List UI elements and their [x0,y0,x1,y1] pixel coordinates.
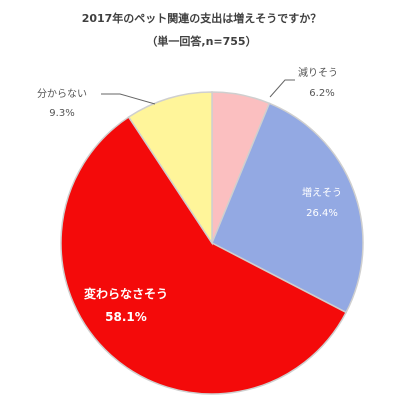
pie-slice-2 [211,102,364,314]
slice-label-4: 分からない [37,88,87,100]
leader-line-4 [101,93,156,105]
slice-label-3: 変わらなさそう [84,286,168,301]
pie-slice-3 [60,116,348,395]
slice-value-label-4: 9.3% [49,108,74,119]
chart-title: 2017年のペット関連の支出は増えそうですか？ [81,12,322,25]
slice-label-1: 減りそう [298,66,338,79]
pie-slices [60,91,364,395]
slice-value-label-3: 58.1% [105,310,147,324]
slice-label-2: 増えそう [302,186,342,199]
slice-value-label-2: 26.4% [306,208,338,219]
chart-subtitle: （単一回答,n=755） [146,35,257,48]
pie-slice-4 [127,91,213,246]
slice-value-label-1: 6.2% [309,88,334,99]
leader-line-1 [269,79,295,98]
pie-labels: 減りそう 6.2% 増えそう 26.4% 変わらなさそう 58.1% 分からない 9.3% [37,66,342,324]
